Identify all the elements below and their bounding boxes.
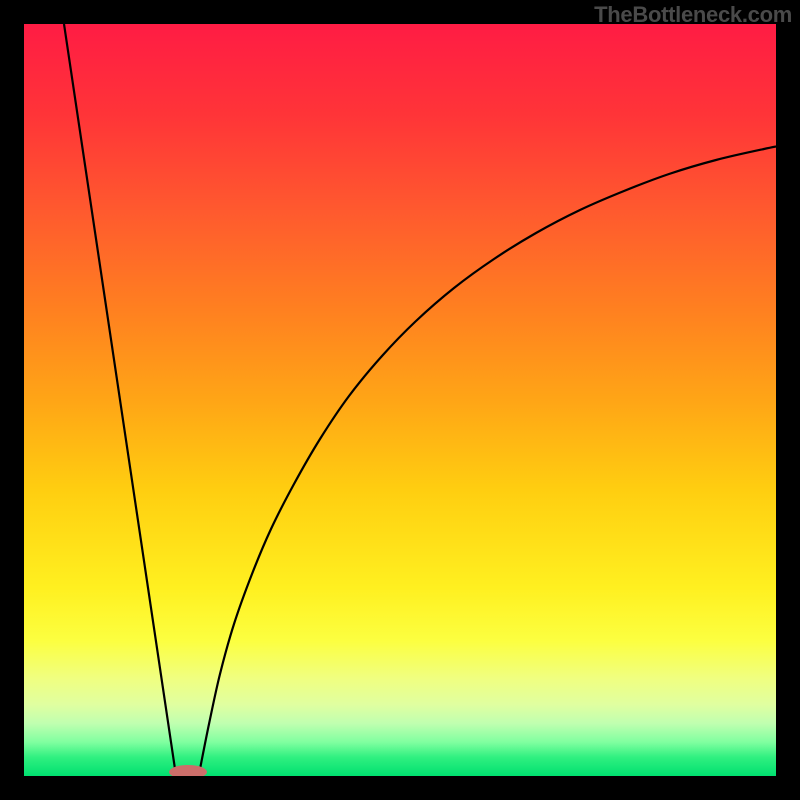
chart-background: [24, 24, 776, 776]
chart-container: TheBottleneck.com: [0, 0, 800, 800]
bottleneck-chart: [0, 0, 800, 800]
watermark-text: TheBottleneck.com: [594, 2, 792, 28]
